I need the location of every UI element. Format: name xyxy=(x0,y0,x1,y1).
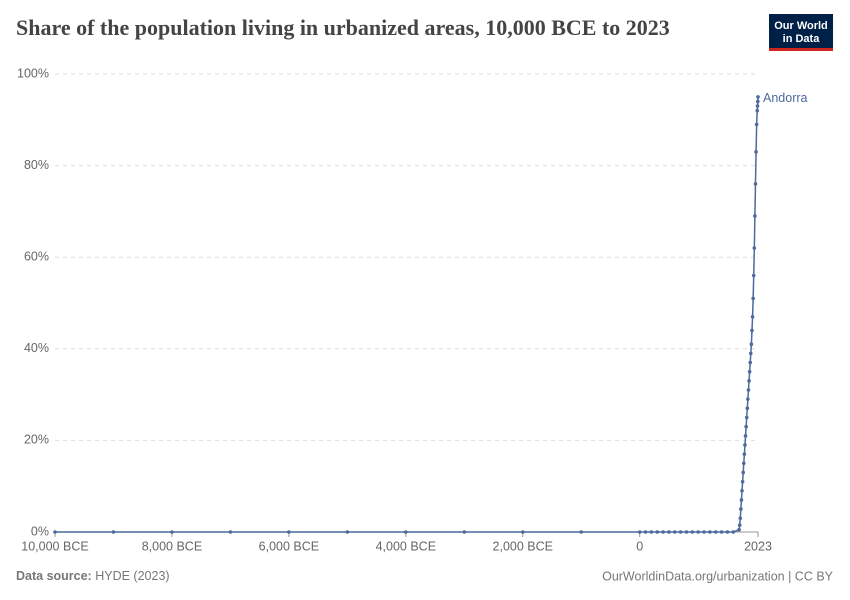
data-point xyxy=(287,530,291,534)
data-point xyxy=(678,530,683,534)
y-tick-label: 100% xyxy=(17,66,49,80)
logo-box xyxy=(769,14,833,50)
data-point xyxy=(719,530,724,534)
data-point xyxy=(744,415,749,420)
series-line xyxy=(55,96,759,533)
data-point xyxy=(661,530,665,534)
data-point xyxy=(708,530,712,534)
x-tick-label: 0 xyxy=(636,539,643,553)
data-point xyxy=(111,530,116,534)
data-point xyxy=(747,379,751,383)
data-point xyxy=(755,108,760,113)
data-point xyxy=(748,360,753,365)
data-point xyxy=(462,530,467,534)
data-point xyxy=(741,470,746,475)
y-tick-label: 20% xyxy=(24,433,49,447)
x-tick-label: 10,000 BCE xyxy=(21,539,88,553)
data-point xyxy=(684,530,689,534)
y-tick-label: 60% xyxy=(24,249,49,263)
data-point xyxy=(744,424,748,429)
y-tick-label: 80% xyxy=(24,158,49,172)
data-point xyxy=(755,104,760,108)
data-point xyxy=(750,314,755,319)
data-point xyxy=(749,351,753,356)
data-point xyxy=(749,342,754,347)
data-point xyxy=(750,328,754,333)
data-point xyxy=(756,95,760,99)
data-point xyxy=(643,530,648,534)
data-point xyxy=(702,530,706,534)
logo-text: Our World xyxy=(774,20,828,32)
data-point xyxy=(228,530,233,534)
data-point xyxy=(751,273,756,278)
data-point xyxy=(737,523,742,527)
data-point xyxy=(743,443,747,447)
data-point xyxy=(742,452,747,456)
data-point xyxy=(672,530,677,534)
logo-stripe xyxy=(769,48,833,51)
data-point xyxy=(579,530,584,534)
data-point xyxy=(655,530,660,534)
data-point xyxy=(738,516,743,521)
footer-source: Data source: HYDE (2023) xyxy=(16,569,170,583)
data-point xyxy=(751,296,755,301)
source-label: Data source: xyxy=(16,569,92,583)
data-point xyxy=(754,122,759,127)
x-tick-label: 2,000 BCE xyxy=(493,539,553,553)
data-point xyxy=(404,530,408,534)
x-tick-label: 4,000 BCE xyxy=(376,539,436,553)
source[interactable]: HYDE (2023) xyxy=(95,569,169,583)
y-tick-label: 0% xyxy=(31,524,49,538)
logo-text: in Data xyxy=(783,33,821,45)
x-tick-label: 6,000 BCE xyxy=(259,539,319,553)
series-label[interactable]: Andorra xyxy=(763,91,808,105)
data-point xyxy=(713,530,718,534)
data-point xyxy=(637,530,642,534)
x-tick-label: 2023 xyxy=(744,539,772,553)
data-point xyxy=(649,530,654,534)
data-point xyxy=(753,182,758,186)
data-point xyxy=(690,530,695,534)
data-point xyxy=(754,150,758,154)
data-point xyxy=(345,530,350,534)
data-point xyxy=(737,527,741,532)
data-point xyxy=(740,479,745,484)
data-point xyxy=(520,530,525,534)
x-tick-label: 8,000 BCE xyxy=(142,539,202,553)
data-point xyxy=(53,530,57,534)
data-point xyxy=(739,507,743,511)
data-point xyxy=(739,498,744,502)
footer-credit[interactable]: OurWorldinData.org/urbanization | CC BY xyxy=(602,569,834,583)
data-point xyxy=(746,397,750,401)
data-point xyxy=(731,530,736,534)
data-point xyxy=(696,530,700,534)
data-point xyxy=(746,388,751,392)
data-point xyxy=(725,530,730,534)
data-point xyxy=(756,99,760,104)
logo[interactable]: Our World in Data xyxy=(769,14,833,51)
data-point xyxy=(743,434,748,438)
data-point xyxy=(170,530,174,534)
y-tick-label: 40% xyxy=(24,341,49,355)
data-point xyxy=(752,246,757,250)
data-point xyxy=(753,214,757,218)
chart-title: Share of the population living in urbani… xyxy=(16,15,670,40)
data-point xyxy=(740,488,744,493)
data-point xyxy=(741,461,746,466)
data-point xyxy=(667,530,671,534)
data-point xyxy=(745,406,750,411)
data-point xyxy=(747,369,752,374)
